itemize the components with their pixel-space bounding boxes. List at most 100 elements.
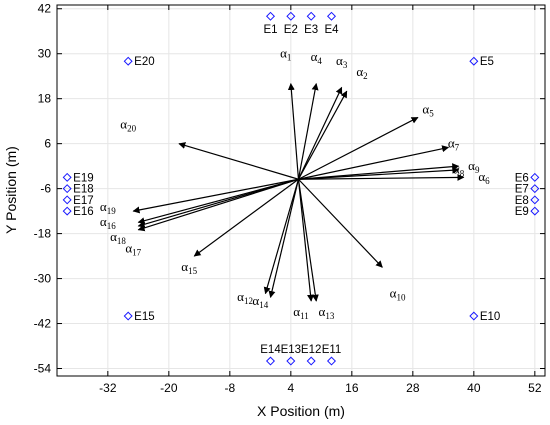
arrows: α1α2α3α4α5α6α7α8α9α10α11α12α13α14α15α16α… [100, 45, 490, 321]
arrow-alpha-20 [178, 142, 299, 180]
sensor-marker-e14 [265, 356, 276, 366]
arrow-label-symbol: α [390, 285, 397, 300]
sensor-label-e2: E2 [284, 24, 298, 36]
arrow-label-subscript: 19 [107, 206, 117, 216]
x-tick-label: 16 [345, 381, 359, 395]
x-axis-label: X Position (m) [257, 403, 345, 419]
sensor-label-e20: E20 [134, 56, 154, 68]
arrow-label-alpha-15: α15 [181, 259, 197, 276]
sensor-label-e13: E13 [281, 344, 301, 356]
arrow-label-symbol: α [100, 214, 107, 229]
arrow-label-subscript: 7 [455, 142, 460, 152]
arrow-alpha-13 [297, 179, 319, 302]
arrow-label-symbol: α [468, 158, 475, 173]
sensor-marker-e9 [530, 206, 540, 216]
sensor-label-e8: E8 [515, 195, 529, 207]
sensor-label-e17: E17 [73, 195, 93, 207]
arrow-label-alpha-9: α9 [468, 158, 480, 175]
arrow-label-alpha-5: α5 [422, 102, 434, 119]
arrow-label-alpha-16: α16 [100, 214, 116, 231]
arrow-label-subscript: 20 [127, 124, 137, 134]
arrow-label-symbol: α [252, 293, 259, 308]
arrow-alpha-18 [137, 178, 299, 232]
x-tick-label: -20 [160, 381, 178, 395]
arrow-label-alpha-13: α13 [319, 304, 335, 321]
arrow-label-subscript: 3 [343, 60, 348, 70]
arrow-label-alpha-1: α1 [280, 45, 291, 62]
arrow-label-alpha-14: α14 [252, 293, 268, 310]
arrow-alpha-6 [298, 173, 465, 181]
arrow-label-subscript: 10 [396, 292, 406, 302]
arrow-label-symbol: α [120, 117, 127, 132]
y-axis-label: Y Position (m) [3, 146, 19, 234]
x-tick-label: 40 [467, 381, 481, 395]
arrow-label-alpha-18: α18 [110, 229, 126, 246]
arrow-alpha-2 [297, 90, 348, 180]
sensor-label-e7: E7 [515, 184, 529, 196]
sensor-label-e16: E16 [73, 206, 93, 218]
y-tick-label: -6 [40, 182, 51, 196]
arrow-label-subscript: 5 [429, 109, 434, 119]
sensor-marker-e20 [123, 56, 133, 66]
arrow-label-symbol: α [311, 49, 318, 64]
arrow-alpha-1 [287, 82, 300, 180]
arrow-label-alpha-4: α4 [311, 49, 323, 66]
arrow-label-subscript: 17 [132, 247, 142, 257]
sensor-marker-e12 [306, 356, 316, 366]
sensor-label-e10: E10 [480, 311, 500, 323]
arrow-label-subscript: 12 [244, 296, 253, 306]
arrow-label-symbol: α [100, 199, 107, 214]
sensor-label-e15: E15 [134, 311, 154, 323]
sensor-label-e6: E6 [515, 172, 529, 184]
sensor-label-e14: E14 [260, 344, 281, 356]
arrow-label-subscript: 14 [259, 300, 269, 310]
x-tick-label: 4 [287, 381, 294, 395]
y-tick-label: -54 [34, 362, 52, 376]
arrow-label-subscript: 18 [117, 236, 127, 246]
sensor-marker-e3 [306, 11, 316, 21]
sensor-marker-e6 [530, 172, 540, 182]
sensor-label-e19: E19 [73, 172, 93, 184]
arrow-label-subscript: 1 [287, 52, 292, 62]
arrow-label-symbol: α [356, 64, 363, 79]
arrow-label-symbol: α [336, 53, 343, 68]
arrow-alpha-8 [298, 166, 460, 180]
sensor-marker-e15 [123, 311, 133, 321]
arrow-label-symbol: α [237, 289, 244, 304]
arrow-alpha-19 [132, 178, 299, 214]
arrow-label-alpha-6: α6 [478, 169, 490, 186]
arrow-label-alpha-12: α12 [237, 289, 253, 306]
sensor-label-e9: E9 [515, 206, 529, 218]
arrow-label-symbol: α [478, 169, 485, 184]
arrow-label-symbol: α [181, 259, 188, 274]
arrow-label-subscript: 9 [475, 165, 480, 175]
arrow-label-alpha-11: α11 [293, 304, 308, 321]
sensor-label-e18: E18 [73, 184, 93, 196]
arrow-alpha-14 [263, 179, 300, 295]
sensor-marker-e1 [265, 11, 276, 21]
y-tick-label: -30 [34, 272, 52, 286]
sensor-label-e4: E4 [324, 24, 339, 36]
x-tick-label: -32 [99, 381, 117, 395]
sensor-label-e11: E11 [322, 344, 342, 356]
sensor-marker-e16 [62, 206, 72, 216]
arrow-alpha-11 [297, 179, 314, 302]
sensor-marker-e4 [326, 11, 337, 21]
arrow-label-subscript: 16 [107, 221, 117, 231]
sensor-marker-e10 [469, 311, 479, 321]
sensor-label-e12: E12 [301, 344, 321, 356]
arrow-label-alpha-2: α2 [356, 64, 367, 81]
x-tick-label: 28 [406, 381, 420, 395]
arrow-label-alpha-3: α3 [336, 53, 348, 70]
sensor-marker-e2 [286, 11, 296, 21]
arrow-label-subscript: 8 [460, 169, 465, 179]
arrow-alpha-4 [297, 83, 319, 180]
y-tick-label: 6 [44, 137, 51, 151]
sensor-marker-e5 [469, 56, 479, 66]
y-tick-label: -42 [34, 317, 52, 331]
arrow-label-symbol: α [280, 45, 287, 60]
arrow-label-alpha-20: α20 [120, 117, 136, 134]
arrow-label-subscript: 2 [363, 71, 368, 81]
sensor-marker-e19 [62, 172, 72, 182]
